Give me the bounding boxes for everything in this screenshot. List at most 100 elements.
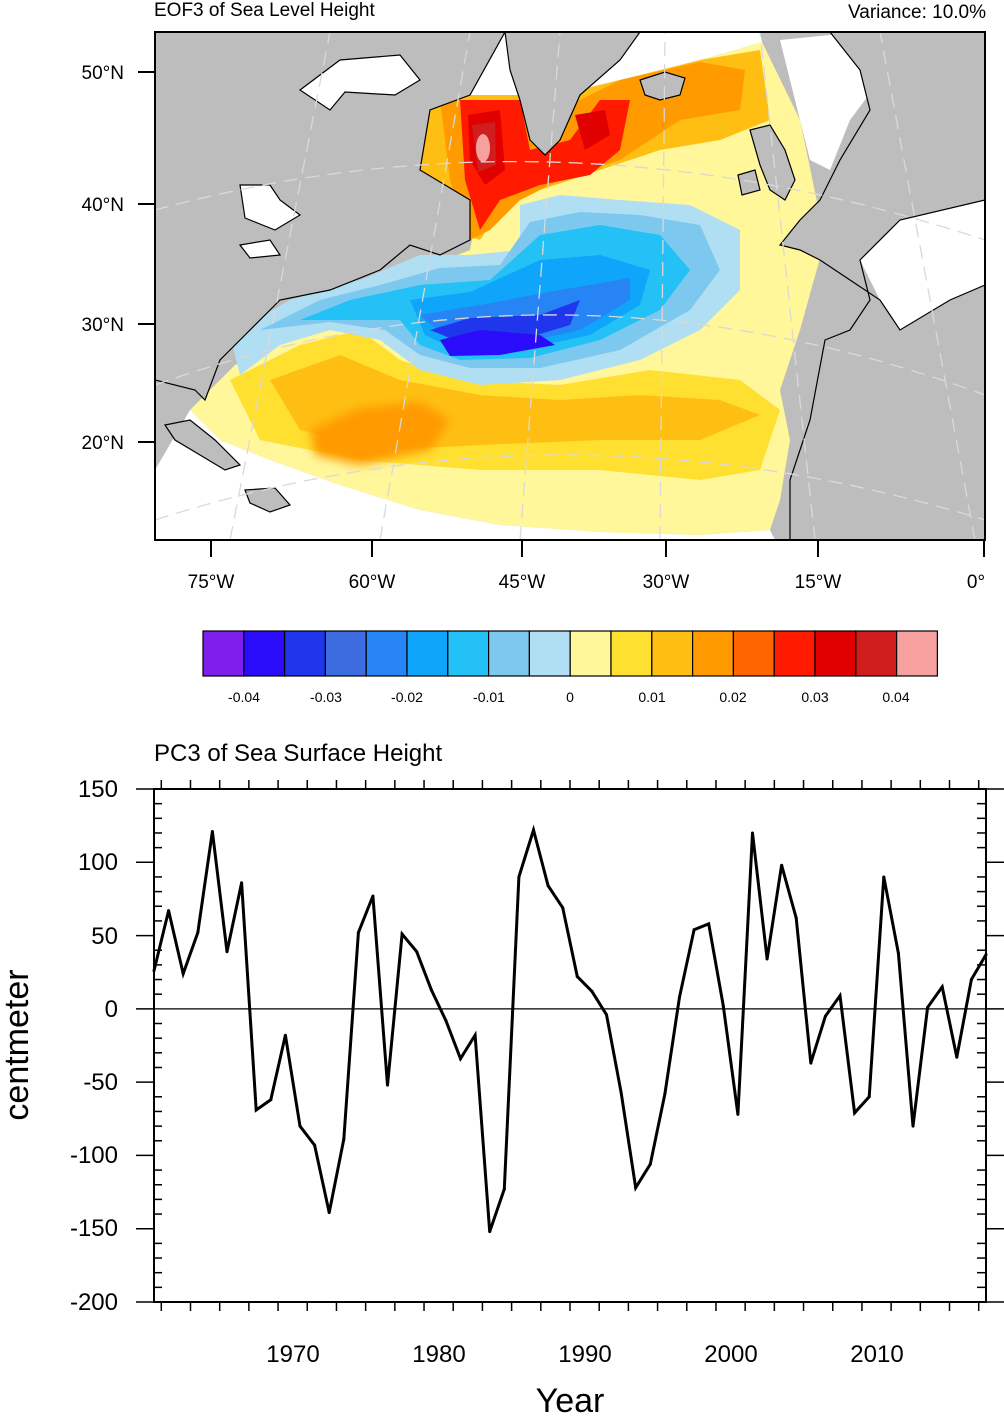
- colorbar-label: -0.03: [310, 689, 342, 705]
- colorbar-label: -0.04: [228, 689, 260, 705]
- data-point: [765, 957, 769, 961]
- lon-label-75w: 75°W: [188, 572, 235, 593]
- data-point: [940, 985, 944, 989]
- data-point: [415, 950, 419, 954]
- axis-ticks: [136, 780, 1004, 1311]
- y-tick-label: -150: [70, 1215, 118, 1242]
- lon-label-60w: 60°W: [349, 572, 396, 593]
- map-frame: [154, 31, 986, 541]
- colorbar-box: [651, 630, 694, 677]
- plot-frame: [153, 788, 987, 1303]
- land-greenland: [504, 32, 641, 156]
- land-cuba: [164, 419, 242, 471]
- data-point: [882, 875, 886, 879]
- graticule: [155, 32, 985, 540]
- data-point: [269, 1098, 273, 1102]
- colorbar-box: [202, 630, 245, 677]
- data-point: [619, 1090, 623, 1094]
- data-point: [444, 1019, 448, 1023]
- land-north-america: [155, 32, 506, 402]
- colorbar-label: 0.03: [801, 689, 828, 705]
- colorbar-box: [365, 630, 408, 677]
- colorbar-label: 0.02: [719, 689, 746, 705]
- x-axis-title: Year: [536, 1382, 605, 1420]
- eof-map: 50°N 40°N 30°N 20°N 75°W 60°W 45°W 30°W …: [82, 31, 986, 705]
- data-point: [240, 881, 244, 885]
- x-tick-label: 1990: [558, 1341, 611, 1368]
- data-point: [677, 995, 681, 999]
- colorbar-box: [243, 630, 286, 677]
- contour-warm-core: [310, 402, 450, 465]
- colorbar-box: [569, 630, 612, 677]
- data-point: [911, 1124, 915, 1128]
- colorbar-box: [284, 630, 327, 677]
- data-point: [780, 863, 784, 867]
- data-point: [386, 1083, 390, 1087]
- data-point: [853, 1111, 857, 1115]
- lon-label-15w: 15°W: [795, 572, 842, 593]
- data-point: [459, 1057, 463, 1061]
- x-tick-label: 2000: [704, 1341, 757, 1368]
- data-point: [210, 830, 214, 834]
- colorbar-box: [406, 630, 449, 677]
- contour-north-darkred: [468, 110, 610, 185]
- colorbar-label: 0: [566, 689, 574, 705]
- chart-title: PC3 of Sea Surface Height: [154, 740, 443, 767]
- lon-label-0: 0°: [967, 572, 985, 593]
- lon-label-30w: 30°W: [643, 572, 690, 593]
- data-point: [823, 1014, 827, 1018]
- map-title: EOF3 of Sea Level Height: [154, 0, 375, 21]
- data-point: [604, 1013, 608, 1017]
- x-tick-label: 1970: [266, 1341, 319, 1368]
- land-hudson-bay: [298, 54, 421, 111]
- contour-cold-5: [430, 300, 580, 342]
- data-point: [342, 1137, 346, 1141]
- colorbar-box: [691, 630, 734, 677]
- colorbar-box: [447, 630, 490, 677]
- data-point: [196, 931, 200, 935]
- data-point: [254, 1108, 258, 1112]
- variance-label: Variance: 10.0%: [847, 2, 986, 23]
- colorbar-labels: -0.04 -0.03 -0.02 -0.01 0 0.01 0.02 0.03…: [228, 689, 910, 705]
- y-tick-label: -50: [83, 1069, 118, 1096]
- data-point: [750, 831, 754, 835]
- contour-north-max: [476, 134, 490, 162]
- series-points: [152, 828, 988, 1234]
- colorbar-label: 0.04: [882, 689, 909, 705]
- longitude-axis: 75°W 60°W 45°W 30°W 15°W 0°: [188, 540, 985, 593]
- data-point: [356, 931, 360, 935]
- y-tick-label: 50: [91, 923, 118, 950]
- colorbar-box: [895, 630, 938, 677]
- latitude-axis: 50°N 40°N 30°N 20°N: [82, 63, 155, 454]
- data-point: [736, 1112, 740, 1116]
- data-point: [692, 928, 696, 932]
- colorbar-box: [732, 630, 775, 677]
- y-tick-label: 0: [105, 996, 118, 1023]
- colorbar-label: 0.01: [638, 689, 665, 705]
- data-point: [283, 1033, 287, 1037]
- lon-label-45w: 45°W: [499, 572, 546, 593]
- land-great-lakes: [238, 184, 302, 259]
- colorbar-label: -0.01: [473, 689, 505, 705]
- data-point: [590, 989, 594, 993]
- x-tick-label: 2010: [850, 1341, 903, 1368]
- data-point: [473, 1033, 477, 1037]
- colorbar-box: [773, 630, 816, 677]
- data-point: [809, 1061, 813, 1065]
- data-point: [429, 988, 433, 992]
- lat-label-40n: 40°N: [82, 195, 124, 216]
- data-point: [663, 1092, 667, 1096]
- y-tick-label: -200: [70, 1289, 118, 1316]
- land-europe-africa: [778, 32, 985, 540]
- data-point: [648, 1162, 652, 1166]
- y-tick-label: -100: [70, 1142, 118, 1169]
- colorbar-box: [814, 630, 857, 677]
- data-point: [167, 909, 171, 913]
- data-point: [181, 972, 185, 976]
- colorbar-box: [528, 630, 571, 677]
- data-point: [707, 922, 711, 926]
- series-line-pc3: [152, 824, 988, 1233]
- data-point: [225, 950, 229, 954]
- lat-label-30n: 30°N: [82, 315, 124, 336]
- data-point: [867, 1095, 871, 1099]
